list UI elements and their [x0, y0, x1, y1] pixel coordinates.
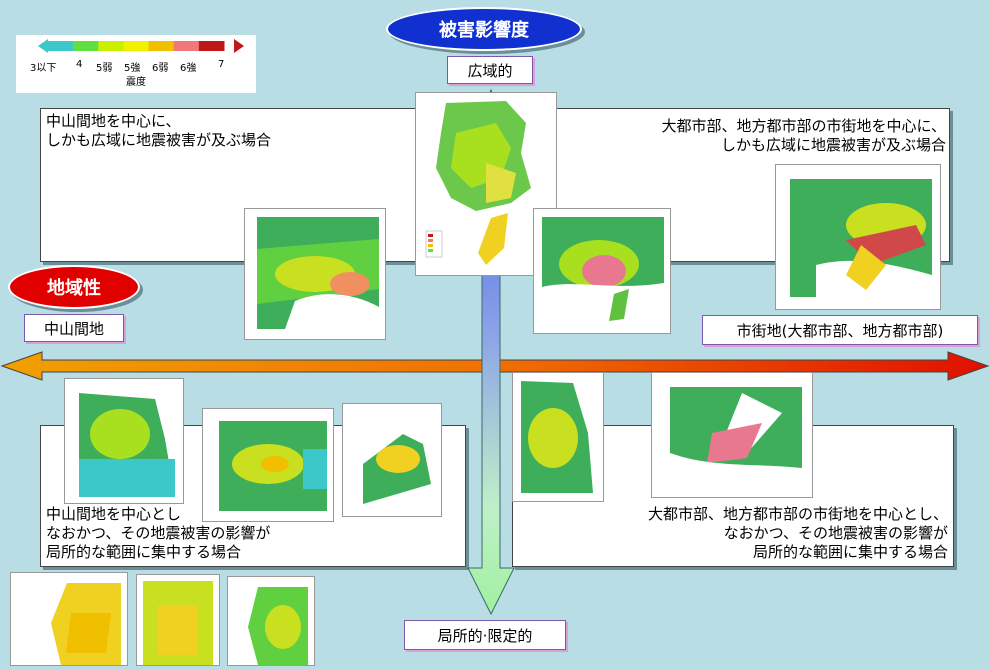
bottom-right-text-1: 大都市部、地方都市部の市街地を中心とし、 — [647, 505, 948, 523]
legend-swatch-6 — [173, 41, 200, 51]
legend-arrow-left — [38, 39, 48, 53]
bottom-right-text-3: 局所的な範囲に集中する場合 — [752, 543, 948, 561]
bottom-left-text-2: なおかつ、その地震被害の影響が — [46, 524, 271, 542]
legend-swatch-2 — [73, 41, 99, 51]
legend-caption: 震度 — [126, 77, 146, 88]
legend-swatch-1 — [48, 41, 74, 51]
map-bottom-left-1 — [64, 378, 184, 504]
mountainous-label: 中山間地 — [24, 314, 124, 342]
legend-tick-2: 4 — [76, 59, 83, 70]
region-title: 地域性 — [8, 265, 140, 309]
map-bottom-left-3 — [342, 403, 442, 517]
intensity-legend: 3以下 4 5弱 5強 6弱 6強 7 震度 — [16, 35, 256, 93]
top-right-text-2: しかも広域に地震被害が及ぶ場合 — [720, 136, 946, 154]
map-top-right — [775, 164, 941, 310]
top-right-text-1: 大都市部、地方都市部の市街地を中心に、 — [661, 117, 946, 135]
top-left-text-1: 中山間地を中心に、 — [46, 112, 181, 130]
legend-arrow-right — [234, 39, 244, 53]
bottom-right-text-2: なおかつ、その地震被害の影響が — [723, 524, 948, 542]
top-left-text-2: しかも広域に地震被害が及ぶ場合 — [46, 131, 272, 149]
map-bottom-corner-2 — [136, 574, 220, 666]
local-limited-label: 局所的·限定的 — [404, 620, 566, 650]
map-bottom-right-1 — [512, 372, 604, 502]
map-center-right — [533, 208, 671, 334]
map-bottom-left-2 — [202, 408, 334, 522]
legend-tick-1: 3以下 — [30, 63, 57, 74]
legend-tick-4: 5強 — [124, 63, 141, 74]
legend-tick-6: 6強 — [180, 63, 197, 74]
legend-tick-3: 5弱 — [96, 63, 113, 74]
damage-impact-title-text: 被害影響度 — [439, 20, 529, 41]
intensity-color-bar — [38, 39, 244, 53]
map-bottom-right-2 — [651, 372, 813, 498]
legend-swatch-3 — [98, 41, 124, 51]
legend-swatch-7 — [198, 41, 225, 51]
wide-area-label: 広域的 — [447, 56, 533, 84]
region-title-text: 地域性 — [47, 278, 101, 299]
legend-swatch-5 — [148, 41, 175, 51]
map-bottom-corner-1 — [10, 572, 128, 666]
bottom-left-text-3: 局所的な範囲に集中する場合 — [46, 543, 242, 561]
urban-label: 市街地(大都市部、地方都市部) — [702, 315, 978, 345]
damage-impact-title: 被害影響度 — [386, 7, 582, 51]
bottom-left-text-1: 中山間地を中心とし — [46, 505, 182, 523]
map-top-left — [244, 208, 386, 340]
map-bottom-corner-3 — [227, 576, 315, 666]
legend-tick-7: 7 — [218, 59, 225, 70]
legend-swatch-4 — [123, 41, 150, 51]
legend-ticks: 3以下 4 5弱 5強 6弱 6強 7 — [16, 59, 256, 74]
legend-tick-5: 6弱 — [152, 63, 169, 74]
